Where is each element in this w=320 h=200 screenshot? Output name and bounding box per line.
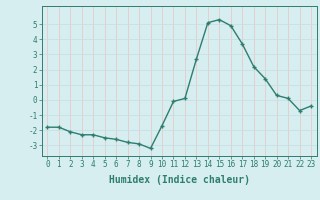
X-axis label: Humidex (Indice chaleur): Humidex (Indice chaleur) xyxy=(109,175,250,185)
